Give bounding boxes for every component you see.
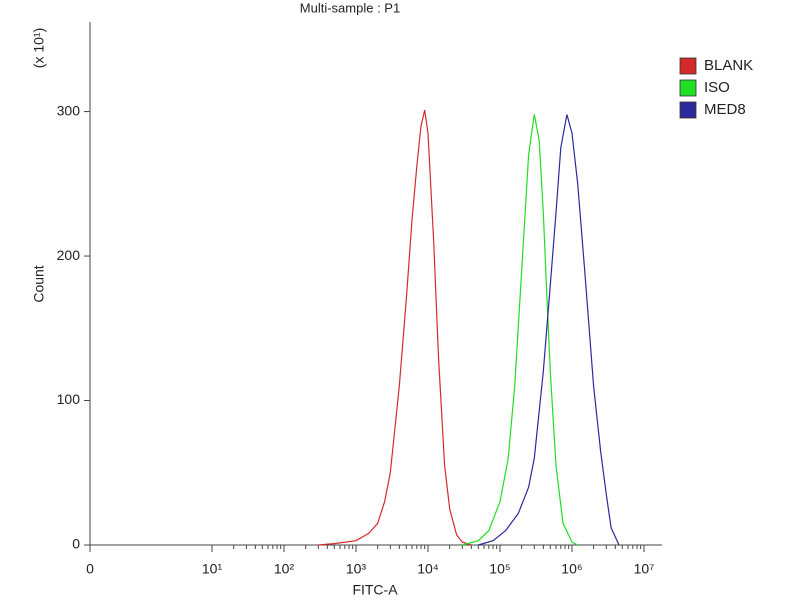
x-tick-label: 10⁷ — [634, 561, 655, 577]
legend-swatch — [679, 57, 697, 75]
y-tick-label: 300 — [57, 102, 81, 118]
legend-swatch — [679, 79, 697, 97]
legend-label: MED8 — [704, 101, 746, 118]
x-tick-label: 10⁴ — [417, 561, 439, 577]
x-tick-label: 10⁵ — [489, 561, 510, 577]
chart-title: Multi-sample : P1 — [300, 0, 400, 15]
x-tick-label: 10² — [274, 561, 295, 577]
x-axis-label: FITC-A — [352, 582, 398, 598]
legend-label: BLANK — [704, 57, 753, 74]
series-line — [478, 114, 620, 546]
y-tick-label: 0 — [72, 536, 80, 552]
x-tick-label: 10⁶ — [561, 561, 582, 577]
y-tick-label: 100 — [57, 391, 81, 407]
x-tick-label: 10¹ — [202, 561, 223, 577]
series-line — [318, 109, 472, 546]
y-multiplier: (x 10¹) — [31, 28, 47, 68]
legend-swatch — [679, 101, 697, 119]
legend-label: ISO — [704, 79, 730, 96]
y-tick-label: 200 — [57, 247, 81, 263]
x-tick-label: 0 — [86, 561, 94, 577]
y-axis-label: Count — [31, 265, 47, 302]
series-line — [462, 114, 578, 546]
x-tick-label: 10³ — [346, 561, 367, 577]
